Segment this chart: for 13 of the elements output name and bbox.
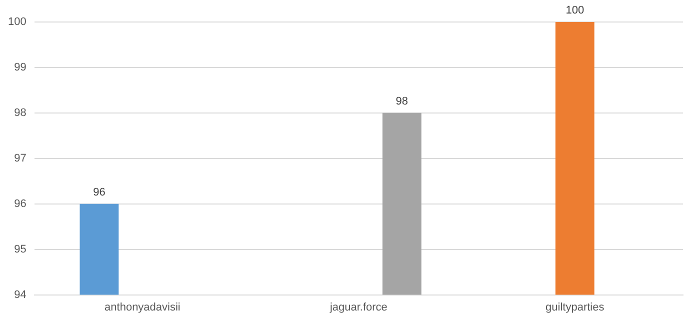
data-label: 100 — [566, 4, 584, 17]
y-tick-label: 95 — [14, 243, 26, 256]
y-tick-label: 96 — [14, 198, 26, 210]
y-tick-label: 94 — [14, 288, 26, 301]
data-label: 96 — [93, 186, 106, 198]
y-tick-label: 99 — [14, 62, 26, 74]
x-tick-label: guiltyparties — [546, 301, 605, 314]
y-tick-label: 97 — [14, 152, 26, 164]
y-tick-label: 98 — [14, 106, 26, 119]
x-tick-label: jaguar.force — [328, 301, 388, 314]
y-tick-label: 100 — [8, 16, 26, 28]
data-label: 98 — [396, 95, 408, 108]
x-tick-label: anthonyadavisii — [104, 301, 180, 314]
